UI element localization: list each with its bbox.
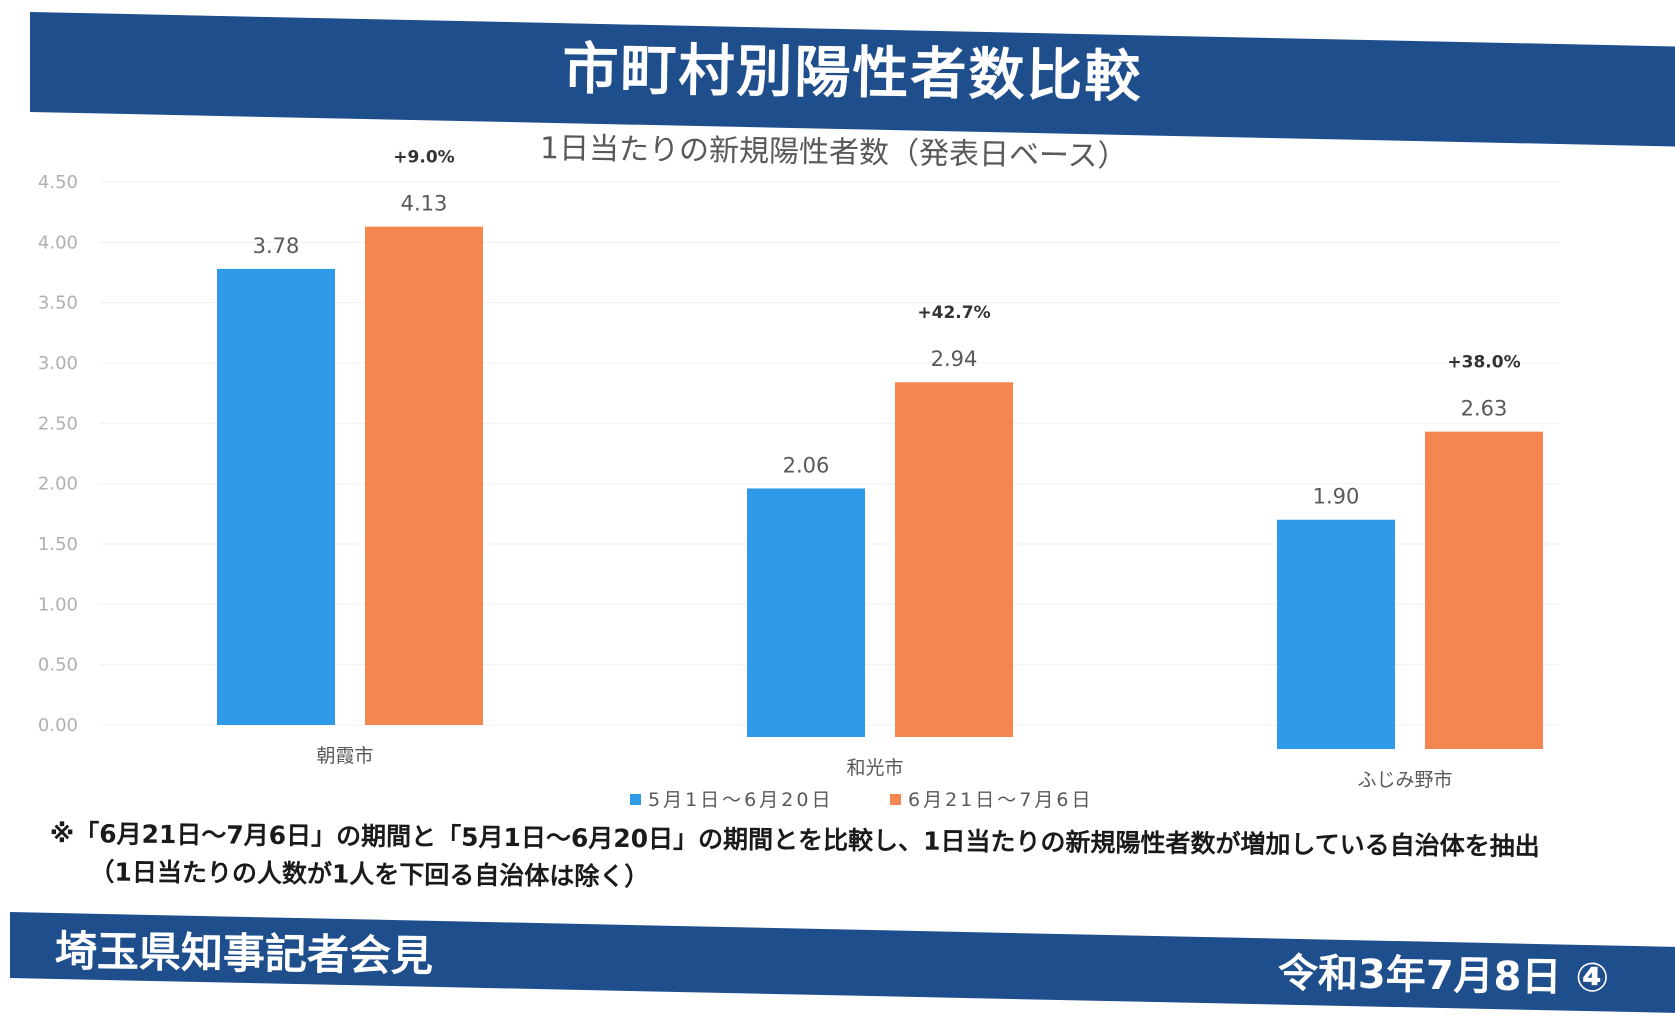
footnote: ※「6月21日～7月6日」の期間と「5月1日～6月20日」の期間とを比較し、1日… <box>49 815 1650 905</box>
data-label: 4.13 <box>401 192 448 216</box>
footnote-line-2: （1日当たりの人数が1人を下回る自治体は除く） <box>89 857 650 892</box>
y-tick-label: 2.50 <box>38 413 78 434</box>
bar-chart: 0.00 0.50 1.00 1.50 2.00 2.50 3.00 3.50 4.00 4.50… <box>38 150 1560 810</box>
bar <box>365 226 483 725</box>
y-tick-label: 1.00 <box>38 594 78 615</box>
bar <box>1277 519 1395 749</box>
y-tick-label: 0.50 <box>38 655 78 676</box>
x-category-label: 和光市 <box>846 757 903 779</box>
y-tick-label: 3.00 <box>38 353 78 374</box>
footer-date: 令和3年7月8日 ④ <box>1277 950 1610 1002</box>
y-tick-label: 4.00 <box>38 232 78 253</box>
y-tick-label: 3.50 <box>38 293 78 314</box>
change-annotation: +9.0% <box>393 150 454 168</box>
data-label: 1.90 <box>1313 485 1360 509</box>
bar <box>895 382 1013 737</box>
bar <box>747 488 865 737</box>
legend-label: 6月21日～7月6日 <box>908 789 1093 810</box>
y-tick-label: 1.50 <box>38 534 78 555</box>
data-label: 2.94 <box>931 347 978 371</box>
footer-organization: 埼玉県知事記者会見 <box>54 926 434 981</box>
x-category-label: 朝霞市 <box>316 745 373 767</box>
y-tick-label: 0.00 <box>38 715 78 736</box>
change-annotation: +42.7% <box>917 303 990 323</box>
bar <box>1425 431 1543 749</box>
y-tick-label: 2.00 <box>38 474 78 495</box>
x-category-label: ふじみ野市 <box>1357 769 1452 791</box>
legend-swatch <box>630 794 641 805</box>
data-label: 2.06 <box>783 453 830 477</box>
bar <box>217 268 335 725</box>
data-label: 2.63 <box>1461 397 1508 421</box>
data-label: 3.78 <box>253 234 300 258</box>
legend-swatch <box>890 794 901 805</box>
y-tick-label: 4.50 <box>38 172 78 193</box>
legend-label: 5月1日～6月20日 <box>648 789 833 810</box>
change-annotation: +38.0% <box>1447 353 1520 373</box>
